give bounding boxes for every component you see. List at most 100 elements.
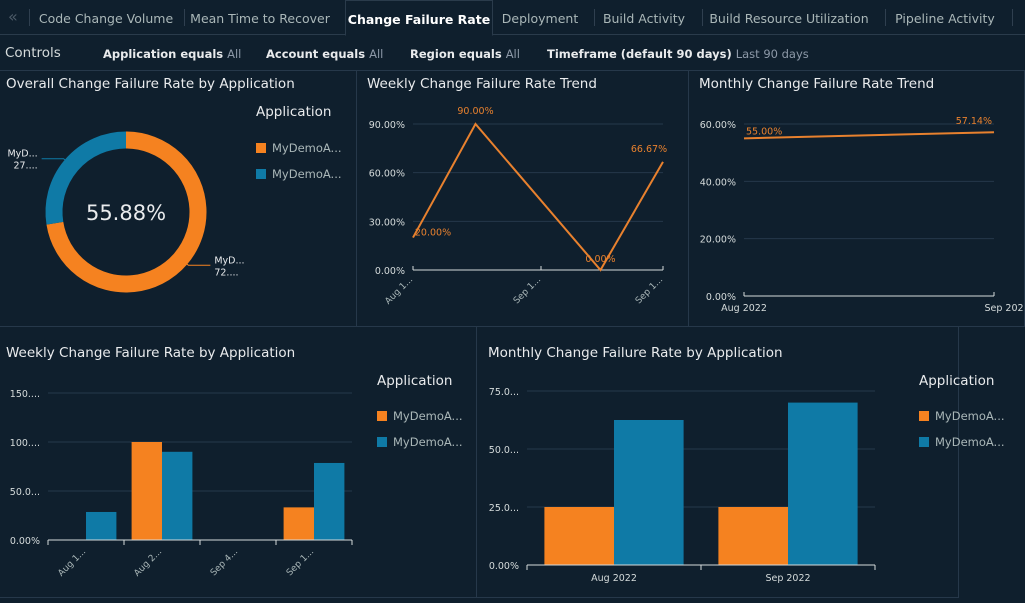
tab-mean-time-to-recover[interactable]: Mean Time to Recover xyxy=(190,11,330,26)
x-tick-label: Sep 1... xyxy=(512,275,543,306)
y-tick-label: 100.... xyxy=(10,438,40,449)
filter-value: All xyxy=(227,47,242,61)
x-tick-label: Aug 1... xyxy=(383,275,415,307)
filter-key: Account equals xyxy=(266,47,366,61)
filter-key: Timeframe (default 90 days) xyxy=(547,47,732,61)
visual-title: Weekly Change Failure Rate Trend xyxy=(367,76,597,92)
visual-weekly-cfr-by-application[interactable]: Weekly Change Failure Rate by Applicatio… xyxy=(0,327,477,598)
tab-code-change-volume[interactable]: Code Change Volume xyxy=(38,11,174,26)
legend-swatch xyxy=(256,169,266,179)
bar xyxy=(314,462,345,540)
bar xyxy=(162,451,193,540)
bar xyxy=(614,420,684,565)
filter-account[interactable]: Account equals All xyxy=(266,47,383,61)
donut-slice xyxy=(45,131,127,225)
bar xyxy=(86,511,117,540)
filter-value: Last 90 days xyxy=(735,47,809,61)
bar xyxy=(131,442,162,540)
y-tick-label: 20.00% xyxy=(700,235,736,246)
bar xyxy=(788,402,858,565)
legend-label: MyDemoA... xyxy=(935,409,1005,423)
bar xyxy=(718,507,788,565)
legend-swatch xyxy=(377,411,387,421)
y-tick-label: 60.00% xyxy=(369,169,405,180)
visual-weekly-cfr-trend[interactable]: Weekly Change Failure Rate Trend 0.00% 30… xyxy=(357,70,689,327)
filter-value: All xyxy=(505,47,520,61)
x-tick-label: Aug 2022 xyxy=(591,573,637,584)
filter-value: All xyxy=(369,47,384,61)
legend-swatch xyxy=(256,143,266,153)
y-tick-label: 75.0... xyxy=(489,387,519,398)
legend-swatch xyxy=(919,411,929,421)
filter-timeframe[interactable]: Timeframe (default 90 days) Last 90 days xyxy=(547,47,809,61)
data-label: 90.00% xyxy=(457,106,493,117)
callout-label: MyD... xyxy=(7,149,37,160)
y-tick-label: 90.00% xyxy=(369,120,405,131)
y-tick-label: 0.00% xyxy=(10,536,40,547)
legend-item[interactable]: MyDemoA... xyxy=(919,435,1005,449)
legend-label: MyDemoA... xyxy=(272,167,342,181)
legend-item[interactable]: MyDemoA... xyxy=(377,409,463,423)
filter-region[interactable]: Region equals All xyxy=(410,47,520,61)
controls-bar: Controls Application equals All Account e… xyxy=(0,36,1025,70)
bar xyxy=(544,507,614,565)
legend-swatch xyxy=(919,437,929,447)
weekly-bar-chart: 0.00% 50.0... 100.... 150.... Aug 1... Aug 2.… xyxy=(10,389,353,579)
legend-item[interactable]: MyDemoA... xyxy=(256,141,342,155)
visual-title: Monthly Change Failure Rate by Applicati… xyxy=(488,345,783,361)
monthly-trend-line-chart: 0.00% 20.00% 40.00% 60.00% Aug 2022 Sep 202 55… xyxy=(700,116,1024,314)
tab-change-failure-rate[interactable]: Change Failure Rate xyxy=(345,0,493,36)
tab-divider xyxy=(184,9,185,26)
legend-title: Application xyxy=(377,373,453,389)
tab-build-resource-utilization[interactable]: Build Resource Utilization xyxy=(709,11,869,26)
tab-pipeline-activity[interactable]: Pipeline Activity xyxy=(895,11,995,26)
y-tick-label: 50.0... xyxy=(10,487,40,498)
x-tick-label: Sep 1... xyxy=(634,275,665,306)
callout-line xyxy=(181,259,211,266)
y-tick-label: 0.00% xyxy=(706,292,736,303)
legend-label: MyDemoA... xyxy=(393,409,463,423)
legend-swatch xyxy=(377,437,387,447)
tab-build-activity[interactable]: Build Activity xyxy=(602,11,686,26)
donut-center-value: 55.88% xyxy=(86,201,166,225)
legend-label: MyDemoA... xyxy=(393,435,463,449)
data-label: 57.14% xyxy=(956,116,992,127)
y-tick-label: 60.00% xyxy=(700,120,736,131)
data-label: 66.67% xyxy=(631,144,667,155)
visual-monthly-cfr-trend[interactable]: Monthly Change Failure Rate Trend 0.00% 2… xyxy=(689,70,1025,327)
monthly-bar-chart: 0.00% 25.0... 50.0... 75.0... Aug 2022 Sep 20… xyxy=(489,387,876,584)
visual-overall-cfr-by-application[interactable]: Overall Change Failure Rate by Applicati… xyxy=(0,70,357,327)
donut-slice xyxy=(46,131,207,293)
x-tick-label: Sep 2022 xyxy=(765,573,810,584)
data-label: 0.00% xyxy=(585,254,615,265)
visual-monthly-cfr-by-application[interactable]: Monthly Change Failure Rate by Applicati… xyxy=(477,327,1005,598)
data-label: 20.00% xyxy=(415,228,451,239)
legend-item[interactable]: MyDemoA... xyxy=(919,409,1005,423)
trend-line xyxy=(412,122,664,272)
data-label: 55.00% xyxy=(746,126,782,137)
y-tick-label: 50.0... xyxy=(489,445,519,456)
legend-item[interactable]: MyDemoA... xyxy=(256,167,342,181)
legend-title: Application xyxy=(919,373,995,389)
x-tick-label: Sep 1... xyxy=(285,547,316,578)
controls-toggle[interactable]: Controls xyxy=(5,45,61,61)
x-tick-label: Sep 202 xyxy=(984,303,1023,314)
filter-application[interactable]: Application equals All xyxy=(103,47,241,61)
legend-item[interactable]: MyDemoA... xyxy=(377,435,463,449)
visual-title: Monthly Change Failure Rate Trend xyxy=(699,76,935,92)
y-tick-label: 0.00% xyxy=(375,266,405,277)
tab-divider xyxy=(594,9,595,26)
filter-key: Region equals xyxy=(410,47,502,61)
trend-line xyxy=(743,131,995,140)
sheet-tab-bar: « Code Change Volume Mean Time to Recove… xyxy=(0,0,1025,36)
y-tick-label: 30.00% xyxy=(369,217,405,228)
donut-chart: MyD...72....MyD...27....55.88% xyxy=(7,131,245,293)
tab-divider xyxy=(702,9,703,26)
legend-label: MyDemoA... xyxy=(272,141,342,155)
tab-deployment[interactable]: Deployment xyxy=(501,11,579,26)
y-tick-label: 0.00% xyxy=(489,561,519,572)
tab-divider xyxy=(1012,9,1013,26)
scroll-tabs-left-icon[interactable]: « xyxy=(8,7,18,26)
legend-label: MyDemoA... xyxy=(935,435,1005,449)
bar xyxy=(283,507,314,540)
